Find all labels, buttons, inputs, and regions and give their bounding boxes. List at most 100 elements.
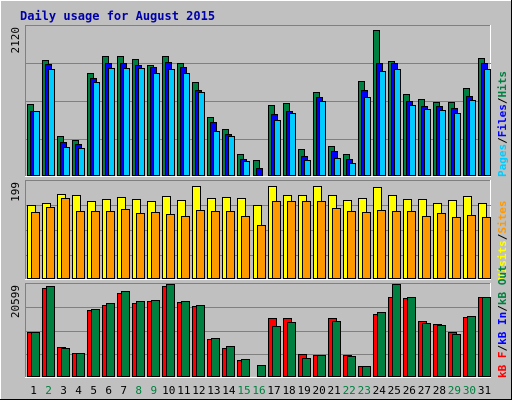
bar-pages [168, 69, 175, 176]
bar-pages [424, 109, 431, 176]
bar-sites [257, 225, 266, 279]
bar-pages [243, 161, 250, 176]
bar-pages [304, 160, 311, 176]
bar-sites [226, 211, 235, 279]
legend-entry: Sites [496, 201, 509, 234]
bar-sites [482, 217, 491, 279]
bar-sites [392, 211, 401, 279]
x-tick-label: 26 [403, 384, 416, 397]
bar-pages [379, 71, 386, 176]
x-tick-label: 31 [478, 384, 491, 397]
x-tick-label: 1 [30, 384, 37, 397]
panel-middle: 199 Visits/Sites [9, 180, 509, 280]
bar-kb-out [181, 301, 190, 377]
legend-separator: / [496, 305, 509, 312]
bar-kb-out [272, 326, 281, 377]
bar-kb-out [211, 338, 220, 377]
x-tick-label: 23 [358, 384, 371, 397]
bar-kb-out [287, 322, 296, 377]
chart-title: Daily usage for August 2015 [20, 9, 215, 23]
bar-sites [362, 212, 371, 279]
legend-separator: / [496, 137, 509, 144]
bar-pages [364, 97, 371, 176]
x-tick-label: 11 [177, 384, 190, 397]
y-axis-max-label: 2120 [9, 27, 22, 54]
bar-sites [166, 214, 175, 279]
bar-kb-out [61, 348, 70, 377]
x-tick-label: 28 [433, 384, 446, 397]
bar-kb-out [362, 366, 371, 377]
bar-kb-out [302, 358, 311, 377]
bar-pages [198, 92, 205, 176]
bar-kb-out [91, 309, 100, 377]
bar-pages [123, 68, 130, 176]
bar-kb-out [106, 303, 115, 377]
x-tick-label: 18 [282, 384, 295, 397]
bar-kb-out [166, 284, 175, 377]
x-tick-label: 25 [388, 384, 401, 397]
bar-pages [469, 100, 476, 176]
x-tick-label: 19 [297, 384, 310, 397]
bar-kb-out [136, 301, 145, 377]
bar-pages [153, 73, 160, 176]
x-tick-label: 12 [192, 384, 205, 397]
x-tick-label: 30 [463, 384, 476, 397]
bar-pages [349, 163, 356, 176]
legend: Pages/Files/Hits [496, 71, 509, 177]
x-tick-label: 5 [90, 384, 97, 397]
bar-kb-out [76, 353, 85, 377]
bar-sites [437, 213, 446, 279]
x-tick-label: 9 [150, 384, 157, 397]
legend-entry: Files [496, 104, 509, 137]
x-tick-label: 24 [373, 384, 387, 397]
bar-sites [121, 209, 130, 279]
bar-sites [467, 215, 476, 279]
bar-sites [241, 216, 250, 279]
bar-kb-out [257, 365, 266, 377]
legend-entry: Hits [496, 71, 509, 98]
x-tick-label: 3 [60, 384, 67, 397]
bar-kb-out [407, 297, 416, 377]
bar-sites [136, 213, 145, 279]
bar-kb-out [422, 323, 431, 377]
bar-pages [93, 82, 100, 176]
legend-entry: Visits [496, 240, 509, 280]
x-tick-label: 20 [313, 384, 326, 397]
bar-sites [196, 210, 205, 279]
bar-kb-out [46, 286, 55, 377]
bar-kb-out [437, 325, 446, 377]
bar-kb-out [196, 305, 205, 377]
bar-pages [319, 101, 326, 176]
bar-pages [138, 68, 145, 176]
x-tick-label: 13 [207, 384, 220, 397]
bar-sites [151, 212, 160, 279]
bar-kb-out [317, 355, 326, 377]
bar-kb-out [347, 356, 356, 377]
bar-sites [272, 201, 281, 279]
bar-pages [439, 110, 446, 176]
legend-entry: kB F [496, 352, 509, 379]
bar-pages [108, 68, 115, 176]
bar-kb-out [377, 312, 386, 377]
legend-separator: / [496, 233, 509, 240]
x-axis-labels: 1 2 3 4 5 6 7 8 9 10 11 12 13 14 15 16 17 18 19 20 21 22 23 24 2… [30, 384, 491, 397]
legend-entry: kB In [496, 312, 509, 345]
bar-kb-out [151, 300, 160, 377]
bar-kb-out [482, 297, 491, 377]
bar-sites [347, 211, 356, 279]
x-tick-label: 22 [343, 384, 356, 397]
legend-entry: Pages [496, 144, 509, 177]
y-axis-max-label: 199 [9, 182, 22, 202]
bar-pages [334, 158, 341, 176]
x-tick-label: 17 [267, 384, 280, 397]
bar-pages [274, 120, 281, 176]
x-tick-label: 2 [45, 384, 52, 397]
bar-kb-out [452, 334, 461, 377]
bar-pages [48, 69, 55, 176]
x-tick-label: 29 [448, 384, 461, 397]
x-tick-label: 14 [222, 384, 236, 397]
bar-sites [211, 211, 220, 279]
bar-pages [454, 113, 461, 176]
